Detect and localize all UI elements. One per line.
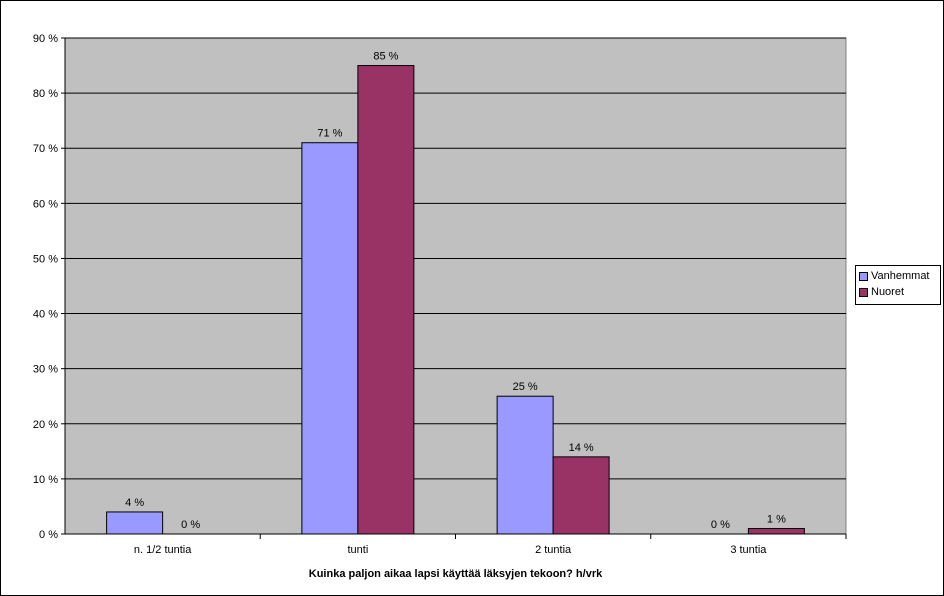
data-label: 25 % (513, 381, 538, 393)
legend: Vanhemmat Nuoret (855, 265, 941, 305)
x-axis-title: Kuinka paljon aikaa lapsi käyttää läksyj… (309, 568, 603, 580)
legend-item-vanhemmat: Vanhemmat (859, 268, 937, 284)
data-label: 85 % (373, 51, 398, 63)
data-label: 71 % (317, 128, 342, 140)
y-tick-label: 90 % (33, 33, 58, 45)
legend-swatch-vanhemmat (859, 271, 868, 281)
x-tick-label: 3 tuntia (730, 544, 767, 556)
y-tick-label: 70 % (33, 143, 58, 155)
bar-nuoret (552, 456, 610, 535)
bar-vanhemmat (301, 142, 359, 535)
legend-label-vanhemmat: Vanhemmat (871, 270, 930, 282)
x-tick-label: 2 tuntia (535, 544, 572, 556)
bar-vanhemmat (106, 511, 164, 535)
y-tick-label: 60 % (33, 198, 58, 210)
data-label: 0 % (181, 519, 200, 531)
y-tick-label: 20 % (33, 419, 58, 431)
y-tick-label: 10 % (33, 474, 58, 486)
y-tick-label: 0 % (39, 529, 58, 541)
legend-item-nuoret: Nuoret (859, 284, 937, 300)
y-tick-label: 40 % (33, 309, 58, 321)
x-tick-label: n. 1/2 tuntia (134, 544, 192, 556)
y-tick-label: 30 % (33, 364, 58, 376)
data-label: 4 % (125, 497, 144, 509)
legend-label-nuoret: Nuoret (871, 286, 905, 298)
data-label: 14 % (569, 442, 594, 454)
x-tick-label: tunti (347, 544, 368, 556)
bar-vanhemmat (496, 395, 554, 535)
y-tick-label: 50 % (33, 253, 58, 265)
data-label: 1 % (767, 513, 786, 525)
data-label: 0 % (711, 519, 730, 531)
legend-swatch-nuoret (859, 287, 868, 297)
bar-nuoret (747, 527, 805, 535)
y-tick-label: 80 % (33, 88, 58, 100)
bar-nuoret (357, 65, 415, 535)
plot-area (64, 37, 847, 535)
